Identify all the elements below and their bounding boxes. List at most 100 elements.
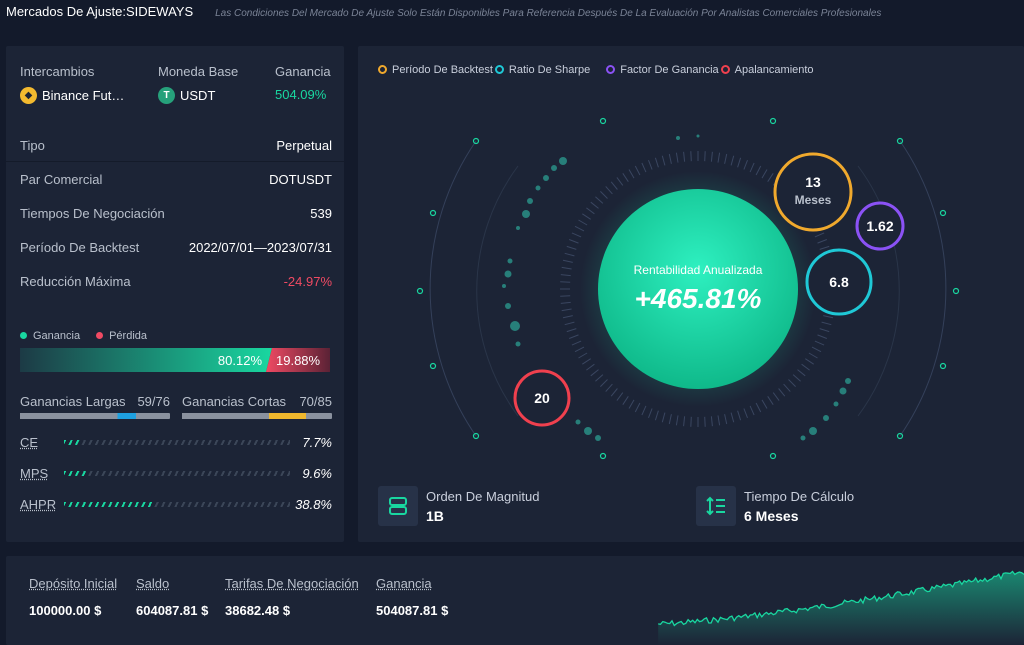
long-wins-bar [20,413,170,419]
gain-segment: 80.12% [20,348,272,372]
long-wins-fill [20,413,137,419]
annualized-return-value: +465.81% [635,283,762,314]
stat-label[interactable]: Depósito Inicial [29,576,118,591]
summary-panel: Intercambios ◆ Binance Fut… Moneda Base … [6,46,344,542]
metric-fill [64,501,152,507]
detail-label: Tipo [20,138,45,153]
stat-value: 604087.81 $ [136,603,209,618]
metric-value: 7.7% [302,434,332,450]
sort-icon [696,486,736,526]
metric-ahpr: AHPR 38.8% [20,495,332,513]
exchange-column: Intercambios ◆ Binance Fut… [20,64,124,104]
stat-label[interactable]: Saldo [136,576,170,591]
ring-icon [606,65,616,74]
metric-fill [64,439,82,445]
metric-value: 38.8% [295,496,332,512]
legend-item-profit-factor[interactable]: Factor De Ganancia [606,64,719,76]
detail-value: 2022/07/01—2023/07/31 [188,240,332,255]
magnitude-value: 1B [426,507,444,524]
detail-label: Par Comercial [20,172,103,187]
stat-value: 100000.00 $ [29,603,102,618]
pl-legend-loss-label: Pérdida [109,330,148,342]
detail-row-backtest-period: Período De Backtest 2022/07/01—2023/07/3… [20,240,332,255]
divider [6,161,344,162]
backtest-period-bubble: 13 Meses [773,152,853,232]
stat-profit: Ganancia 504087.81 $ [376,576,448,618]
page-subtitle: Las Condiciones Del Mercado De Ajuste So… [215,8,882,19]
stat-label[interactable]: Tarifas De Negociación [225,576,359,591]
stat-label[interactable]: Ganancia [376,576,432,591]
metric-name[interactable]: CE [20,434,39,450]
profit-value: 504.09% [275,87,327,102]
short-wins: Ganancias Cortas 70/85 [182,394,332,419]
page-title: Mercados De Ajuste:SIDEWAYS [6,4,194,19]
detail-value: Perpetual [276,138,332,153]
magnitude-info: Orden De Magnitud 1B [378,486,539,526]
metric-bar [64,501,290,507]
legend-label: Ratio De Sharpe [508,64,591,76]
stat-value: 504087.81 $ [376,603,449,618]
base-currency-label: Moneda Base [158,64,239,79]
backtest-period-unit: Meses [795,193,832,207]
leverage-value: 20 [534,390,550,406]
calc-time-label: Tiempo De Cálculo [744,488,855,504]
metric-value: 9.6% [302,465,332,481]
detail-label: Período De Backtest [20,240,140,255]
sharpe-ratio-bubble: 6.8 [805,248,873,316]
legend-label: Factor De Ganancia [620,64,719,76]
detail-row-pair: Par Comercial DOTUSDT [20,172,332,187]
sparkline-line [658,570,1024,627]
equity-sparkline [658,570,1024,645]
metric-mps: MPS 9.6% [20,464,332,482]
particles [502,134,851,441]
metric-bar [64,439,290,445]
metric-bar [64,470,290,476]
annualized-return-bubble [598,189,798,389]
calc-time-value: 6 Meses [744,507,799,524]
annualized-return-label: Rentabilidad Anualizada [634,263,763,277]
metric-name[interactable]: MPS [20,465,49,481]
detail-value: -24.97% [283,274,332,289]
long-wins: Ganancias Largas 59/76 [20,394,170,419]
profit-loss-bar: 80.12% 19.88% [20,348,330,372]
page-header: Mercados De Ajuste:SIDEWAYS Las Condicio… [6,4,1018,28]
stat-fees: Tarifas De Negociación 38682.48 $ [225,576,359,618]
magnitude-label: Orden De Magnitud [426,488,540,504]
stat-value: 38682.48 $ [225,603,291,618]
detail-row-trades: Tiempos De Negociación 539 [20,206,332,221]
bubble-legend: Período De Backtest Ratio De Sharpe Fact… [378,64,814,76]
detail-value: DOTUSDT [269,172,332,187]
base-currency-column: Moneda Base T USDT [158,64,238,104]
exchange-label: Intercambios [20,64,95,79]
server-icon [378,486,418,526]
legend-item-leverage[interactable]: Apalancamiento [720,64,814,76]
ring-icon [720,65,730,74]
ring-icon [494,65,504,74]
loss-segment: 19.88% [266,348,330,372]
detail-row-type: Tipo Perpetual [20,138,332,153]
base-currency-value: USDT [180,88,216,103]
metric-fill [64,470,86,476]
backtest-period-value: 13 [805,174,821,190]
short-wins-fill [182,413,306,419]
long-wins-label: Ganancias Largas [20,394,126,409]
leverage-bubble: 20 [513,369,571,427]
legend-label: Apalancamiento [734,64,814,76]
metric-ce: CE 7.7% [20,433,332,451]
pl-legend-gain-label: Ganancia [33,330,81,342]
short-wins-bar [182,413,332,419]
detail-label: Tiempos De Negociación [20,206,165,221]
exchange-value: Binance Fut… [42,88,125,103]
sparkline-area [658,571,1024,645]
legend-item-sharpe[interactable]: Ratio De Sharpe [494,64,591,76]
legend-item-period[interactable]: Período De Backtest [378,64,493,76]
metric-name[interactable]: AHPR [20,496,57,512]
calc-time-info: Tiempo De Cálculo 6 Meses [696,486,854,526]
tether-icon: T [158,87,175,104]
orbit-dots [416,117,960,460]
pl-legend: Ganancia Pérdida [20,330,147,342]
sharpe-ratio-value: 6.8 [829,274,849,290]
long-wins-value: 59/76 [137,394,170,409]
legend-label: Período De Backtest [392,64,493,76]
pl-legend-gain: Ganancia [20,330,80,342]
